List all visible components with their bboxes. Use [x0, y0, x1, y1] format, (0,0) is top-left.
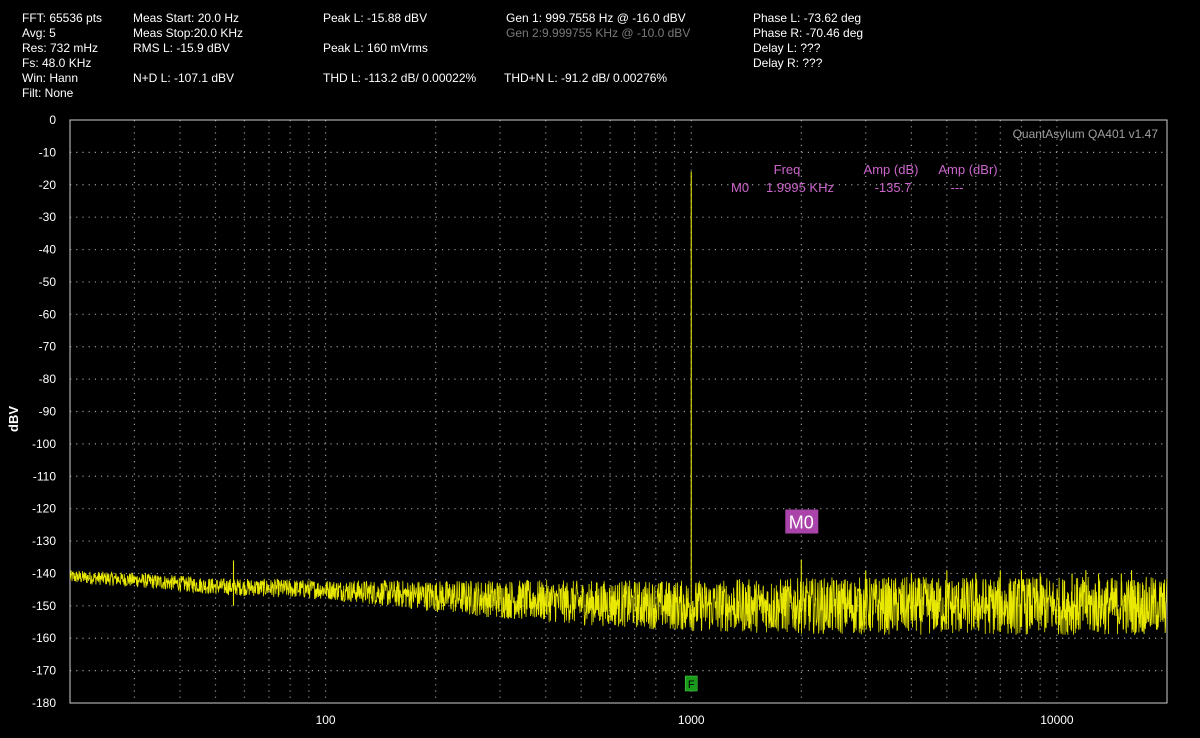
y-tick-label: -10	[39, 145, 57, 159]
fundamental-marker-box	[684, 675, 698, 692]
n-plus-d-label: N+D L: -107.1 dBV	[133, 71, 235, 85]
resolution-label: Res: 732 mHz	[22, 41, 99, 55]
marker-row-amp-db: -135.7	[875, 180, 912, 195]
y-tick-label: -140	[32, 566, 56, 580]
y-tick-label: -120	[32, 502, 56, 516]
y-tick-label: -150	[32, 599, 56, 613]
marker-table-header: Amp (dBr)	[938, 162, 997, 177]
peak-l-vrms-label: Peak L: 160 mVrms	[323, 41, 428, 55]
marker-m0-label: M0	[789, 513, 814, 533]
plot-frame	[69, 119, 1168, 704]
y-tick-label: -110	[33, 469, 56, 483]
y-tick-label: 0	[49, 113, 56, 127]
y-axis-title: dBV	[6, 406, 21, 432]
phase-r-label: Phase R: -70.46 deg	[753, 26, 864, 40]
delay-r-label: Delay R: ???	[753, 56, 823, 70]
peak-l-dbv-label: Peak L: -15.88 dBV	[323, 11, 428, 25]
meas-start-label: Meas Start: 20.0 Hz	[133, 11, 240, 25]
thd-n-l-label: THD+N L: -91.2 dB/ 0.00276%	[504, 71, 668, 85]
y-tick-label: -90	[39, 405, 57, 419]
y-tick-label: -80	[39, 372, 57, 386]
y-tick-label: -180	[32, 696, 56, 710]
delay-l-label: Delay L: ???	[753, 41, 821, 55]
x-tick-label: 10000	[1040, 713, 1074, 727]
marker-m0-box	[785, 509, 819, 534]
marker-row-amp-dbr: ---	[951, 180, 964, 195]
marker-table-header: Amp (dB)	[864, 162, 919, 177]
x-tick-label: 1000	[678, 713, 705, 727]
meas-stop-label: Meas Stop:20.0 KHz	[133, 26, 244, 40]
marker-table-header: Freq	[774, 162, 801, 177]
watermark-label: QuantAsylum QA401 v1.47	[1013, 127, 1159, 141]
gen2-label: Gen 2:9.999755 KHz @ -10.0 dBV	[506, 26, 691, 40]
x-tick-label: 100	[316, 713, 336, 727]
y-tick-label: -30	[39, 210, 57, 224]
y-tick-label: -100	[32, 437, 56, 451]
fundamental-marker-label: F	[688, 679, 695, 691]
rms-l-label: RMS L: -15.9 dBV	[133, 41, 230, 55]
y-tick-label: -40	[39, 243, 57, 257]
averages-label: Avg: 5	[22, 26, 56, 40]
gen1-label: Gen 1: 999.7558 Hz @ -16.0 dBV	[506, 11, 686, 25]
spectrum-trace	[69, 570, 1168, 635]
y-tick-label: -170	[32, 664, 56, 678]
thd-l-label: THD L: -113.2 dB/ 0.00022%	[323, 71, 477, 85]
marker-row-freq: 1.9995 KHz	[766, 180, 834, 195]
phase-l-label: Phase L: -73.62 deg	[753, 11, 862, 25]
marker-row-name: M0	[731, 180, 749, 195]
filter-label: Filt: None	[22, 86, 74, 100]
y-tick-label: -60	[39, 307, 57, 321]
y-tick-label: -20	[39, 178, 57, 192]
y-tick-label: -130	[32, 534, 56, 548]
sample-rate-label: Fs: 48.0 KHz	[22, 56, 92, 70]
y-tick-label: -50	[39, 275, 57, 289]
fft-size-label: FFT: 65536 pts	[22, 11, 103, 25]
window-label: Win: Hann	[22, 71, 79, 85]
y-tick-label: -160	[32, 631, 56, 645]
y-tick-label: -70	[39, 340, 57, 354]
